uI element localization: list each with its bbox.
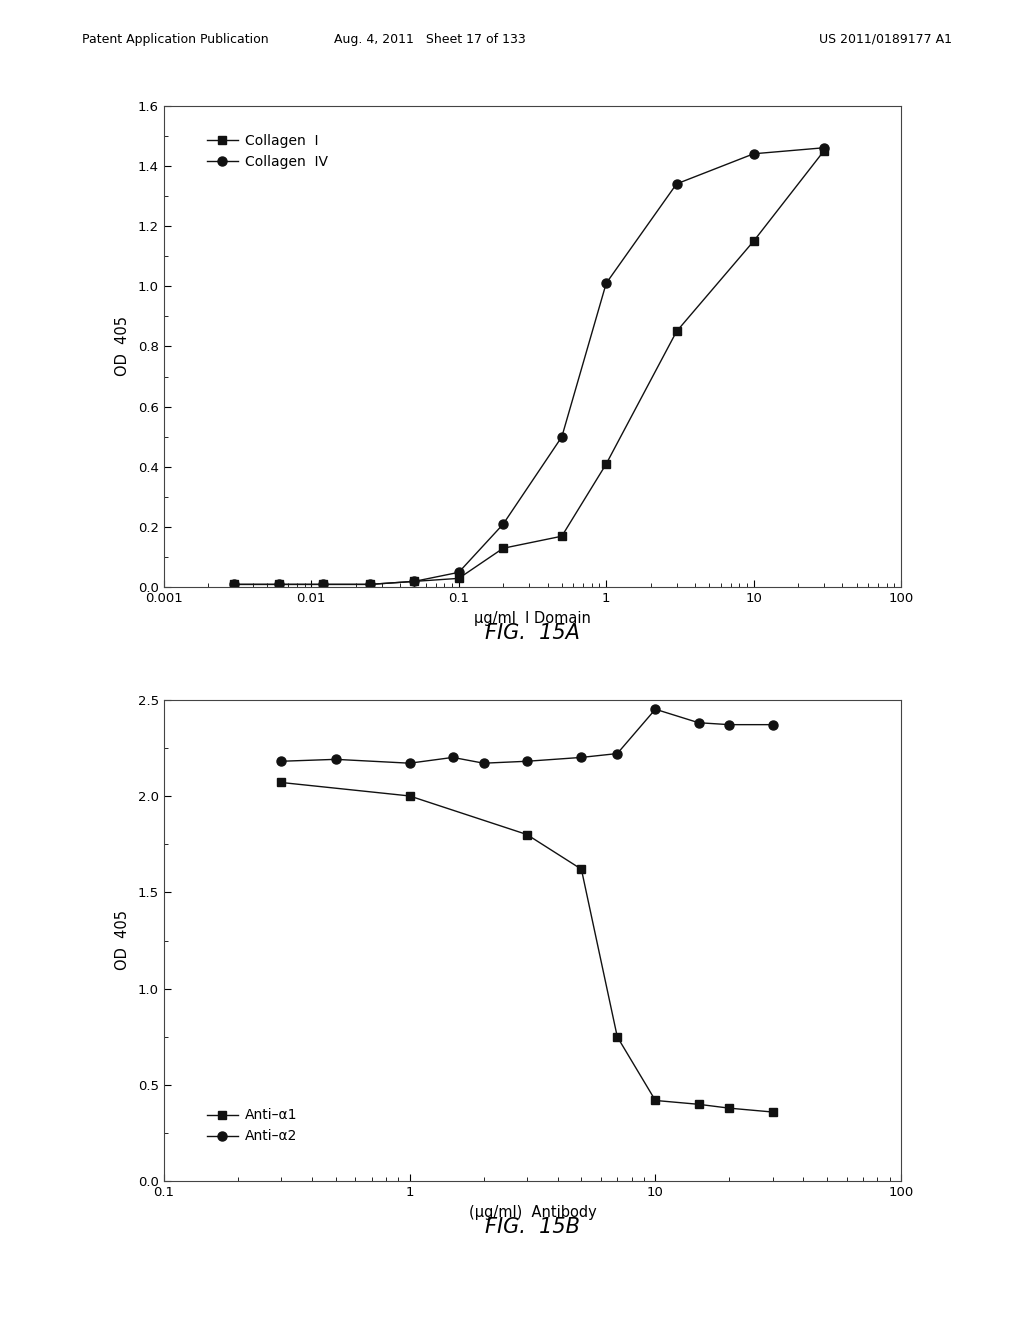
- X-axis label: μg/ml  I Domain: μg/ml I Domain: [474, 611, 591, 626]
- Collagen  I: [671, 323, 683, 339]
- Collagen  I: [364, 577, 376, 593]
- Collagen  IV: [228, 577, 241, 593]
- Text: FIG.  15B: FIG. 15B: [485, 1217, 580, 1237]
- Collagen  IV: [600, 276, 612, 292]
- Text: US 2011/0189177 A1: US 2011/0189177 A1: [819, 33, 952, 46]
- Line: Collagen  I: Collagen I: [230, 147, 828, 589]
- Anti–α2: [521, 754, 534, 770]
- Y-axis label: OD  405: OD 405: [115, 911, 129, 970]
- Line: Anti–α2: Anti–α2: [276, 705, 777, 768]
- Anti–α2: [477, 755, 489, 771]
- Collagen  I: [600, 455, 612, 471]
- Legend: Collagen  I, Collagen  IV: Collagen I, Collagen IV: [202, 128, 333, 174]
- Text: FIG.  15A: FIG. 15A: [485, 623, 580, 643]
- Collagen  IV: [671, 176, 683, 191]
- X-axis label: (μg/ml)  Antibody: (μg/ml) Antibody: [469, 1205, 596, 1220]
- Line: Anti–α1: Anti–α1: [276, 779, 777, 1117]
- Collagen  I: [748, 234, 760, 249]
- Collagen  I: [409, 573, 421, 589]
- Anti–α2: [446, 750, 459, 766]
- Anti–α1: [692, 1097, 705, 1113]
- Anti–α2: [275, 754, 288, 770]
- Anti–α1: [403, 788, 416, 804]
- Anti–α1: [649, 1093, 662, 1109]
- Collagen  IV: [556, 429, 568, 445]
- Collagen  IV: [818, 140, 830, 156]
- Collagen  IV: [316, 577, 329, 593]
- Collagen  I: [453, 570, 465, 586]
- Collagen  IV: [364, 577, 376, 593]
- Anti–α2: [575, 750, 588, 766]
- Legend: Anti–α1, Anti–α2: Anti–α1, Anti–α2: [202, 1104, 303, 1148]
- Anti–α2: [611, 746, 624, 762]
- Collagen  IV: [453, 565, 465, 581]
- Anti–α1: [575, 861, 588, 876]
- Anti–α1: [521, 826, 534, 842]
- Collagen  I: [228, 577, 241, 593]
- Line: Collagen  IV: Collagen IV: [229, 144, 828, 589]
- Collagen  IV: [409, 573, 421, 589]
- Anti–α2: [330, 751, 342, 767]
- Collagen  I: [818, 143, 830, 158]
- Text: Aug. 4, 2011   Sheet 17 of 133: Aug. 4, 2011 Sheet 17 of 133: [334, 33, 526, 46]
- Collagen  IV: [497, 516, 509, 532]
- Anti–α2: [692, 715, 705, 731]
- Anti–α2: [649, 701, 662, 717]
- Anti–α1: [723, 1101, 735, 1117]
- Anti–α2: [767, 717, 779, 733]
- Anti–α1: [767, 1104, 779, 1119]
- Collagen  IV: [272, 577, 285, 593]
- Anti–α1: [611, 1030, 624, 1045]
- Collagen  I: [272, 577, 285, 593]
- Anti–α2: [403, 755, 416, 771]
- Collagen  I: [497, 540, 509, 556]
- Anti–α2: [723, 717, 735, 733]
- Text: Patent Application Publication: Patent Application Publication: [82, 33, 268, 46]
- Collagen  I: [556, 528, 568, 544]
- Y-axis label: OD  405: OD 405: [115, 317, 129, 376]
- Collagen  I: [316, 577, 329, 593]
- Anti–α1: [275, 775, 288, 791]
- Collagen  IV: [748, 145, 760, 161]
